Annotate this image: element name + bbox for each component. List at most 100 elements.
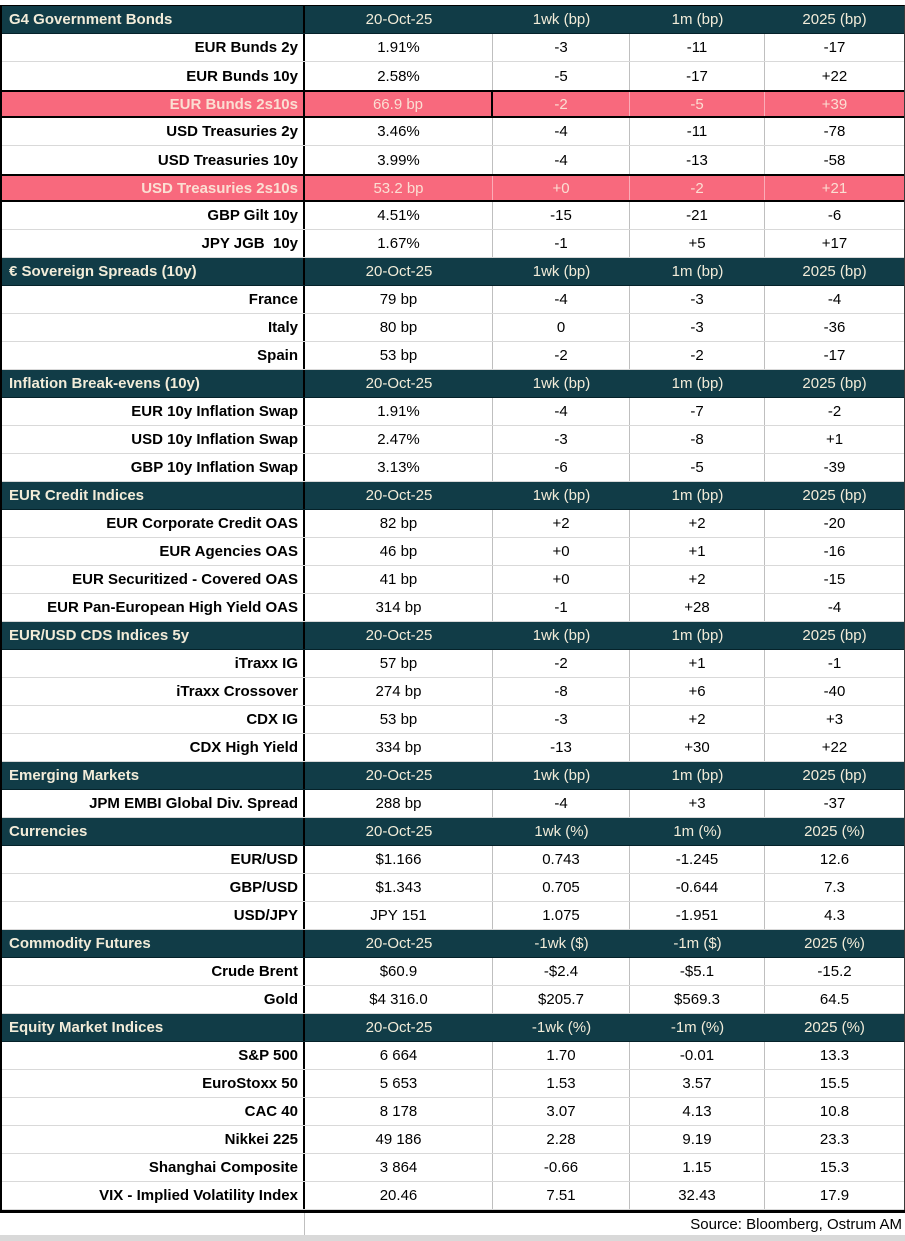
cell-value: 3 864 (305, 1154, 493, 1181)
cell-value: 80 bp (305, 314, 493, 341)
cell-value: +1 (630, 538, 765, 565)
cell-value: $1.343 (305, 874, 493, 901)
row-label: CDX High Yield (2, 734, 305, 761)
row-label: USD Treasuries 10y (2, 146, 305, 174)
cell-value: -1.951 (630, 902, 765, 929)
data-row: EUR Agencies OAS 46 bp +0 +1 -16 (2, 538, 904, 566)
row-label: EUR Pan-European High Yield OAS (2, 594, 305, 621)
data-row: iTraxx Crossover 274 bp -8 +6 -40 (2, 678, 904, 706)
row-label: France (2, 286, 305, 313)
column-header: 2025 (bp) (802, 487, 867, 504)
column-header: 1m (bp) (671, 263, 724, 280)
cell-value: -21 (630, 202, 765, 229)
cell-value: 4.3 (824, 907, 845, 924)
cell-value: -17 (630, 62, 765, 90)
market-table: G4 Government Bonds 20-Oct-25 1wk (bp) 1m (… (0, 5, 905, 1210)
cell-value: -13 (493, 734, 630, 761)
column-header: 2025 (bp) (802, 627, 867, 644)
source-credit: Source: Bloomberg, Ostrum AM (690, 1215, 902, 1233)
source-row: Source: Bloomberg, Ostrum AM (0, 1210, 905, 1235)
cell-value: -36 (823, 319, 846, 336)
cell-value: +17 (821, 235, 848, 252)
section-title: EUR/USD CDS Indices 5y (2, 622, 305, 649)
cell-value: +0 (493, 176, 630, 200)
column-header: 2025 (%) (804, 935, 865, 952)
row-label: EUR Bunds 2y (2, 34, 305, 61)
cell-value: +3 (825, 711, 844, 728)
column-header: 1wk (bp) (532, 767, 591, 784)
cell-value: -6 (493, 454, 630, 481)
cell-value: 12.6 (819, 851, 850, 868)
cell-value: $1.166 (305, 846, 493, 873)
row-label: Nikkei 225 (2, 1126, 305, 1153)
cell-value: -2 (493, 342, 630, 369)
row-label: GBP/USD (2, 874, 305, 901)
column-header: 20-Oct-25 (365, 1019, 433, 1036)
data-row: CDX IG 53 bp -3 +2 +3 (2, 706, 904, 734)
row-label: Gold (2, 986, 305, 1013)
cell-value: -15.2 (817, 963, 852, 980)
cell-value: +21 (821, 179, 848, 197)
data-row: Crude Brent $60.9 -$2.4 -$5.1 -15.2 (2, 958, 904, 986)
row-label: EUR Corporate Credit OAS (2, 510, 305, 537)
section-title: Currencies (2, 818, 305, 845)
cell-value: -1 (493, 594, 630, 621)
cell-value: -40 (823, 683, 846, 700)
data-row: EUR Securitized - Covered OAS 41 bp +0 +2 -1… (2, 566, 904, 594)
column-header: 2025 (bp) (802, 11, 867, 28)
column-header: 1wk (bp) (532, 11, 591, 28)
data-row: USD Treasuries 10y 3.99% -4 -13 -58 (2, 146, 904, 174)
row-label: JPM EMBI Global Div. Spread (2, 790, 305, 817)
cell-value: -0.66 (493, 1154, 630, 1181)
cell-value: -15 (493, 202, 630, 229)
cell-value: -5 (630, 92, 765, 116)
cell-value: 46 bp (305, 538, 493, 565)
cell-value: 6 664 (305, 1042, 493, 1069)
column-header: 1m (bp) (671, 767, 724, 784)
cell-value: +28 (630, 594, 765, 621)
column-header: -1wk (%) (531, 1019, 592, 1036)
cell-value: 1.67% (305, 230, 493, 257)
section-header-row: € Sovereign Spreads (10y) 20-Oct-25 1wk (b… (2, 258, 904, 286)
data-row: EUR Pan-European High Yield OAS 314 bp -1 +… (2, 594, 904, 622)
cell-value: -11 (630, 34, 765, 61)
cell-value: -17 (823, 347, 846, 364)
cell-value: -1 (827, 655, 842, 672)
row-label: EUR Bunds 2s10s (2, 92, 305, 116)
section-header-row: G4 Government Bonds 20-Oct-25 1wk (bp) 1m (… (2, 6, 904, 34)
cell-value: 1.15 (630, 1154, 765, 1181)
cell-value: +22 (821, 67, 848, 85)
cell-value: +3 (630, 790, 765, 817)
cell-value: -16 (823, 543, 846, 560)
cell-value: -13 (630, 146, 765, 174)
column-header: -1m ($) (673, 935, 722, 952)
section-title: G4 Government Bonds (2, 6, 305, 33)
data-row: iTraxx IG 57 bp -2 +1 -1 (2, 650, 904, 678)
row-label: CAC 40 (2, 1098, 305, 1125)
cell-value: 4.13 (630, 1098, 765, 1125)
column-header: 1m (bp) (671, 487, 724, 504)
cell-value: -2 (630, 176, 765, 200)
cell-value: 32.43 (630, 1182, 765, 1209)
column-header: 2025 (bp) (802, 767, 867, 784)
cell-value: 53.2 bp (305, 176, 493, 200)
cell-value: -37 (823, 795, 846, 812)
data-row: EuroStoxx 50 5 653 1.53 3.57 15.5 (2, 1070, 904, 1098)
cell-value: 41 bp (305, 566, 493, 593)
cell-value: 1.91% (305, 34, 493, 61)
cell-value: -78 (823, 123, 846, 140)
cell-value: 20.46 (305, 1182, 493, 1209)
cell-value: -4 (827, 291, 842, 308)
cell-value: +2 (630, 706, 765, 733)
section-title: Emerging Markets (2, 762, 305, 789)
data-row: EUR Bunds 10y 2.58% -5 -17 +22 (2, 62, 904, 90)
data-row: Spain 53 bp -2 -2 -17 (2, 342, 904, 370)
cell-value: 10.8 (819, 1103, 850, 1120)
cell-value: -8 (493, 678, 630, 705)
cell-value: +1 (630, 650, 765, 677)
column-header: 20-Oct-25 (365, 263, 433, 280)
cell-value: -6 (827, 207, 842, 224)
cell-value: -1.245 (630, 846, 765, 873)
cell-value: 2.47% (305, 426, 493, 453)
column-header: 1wk (bp) (532, 487, 591, 504)
